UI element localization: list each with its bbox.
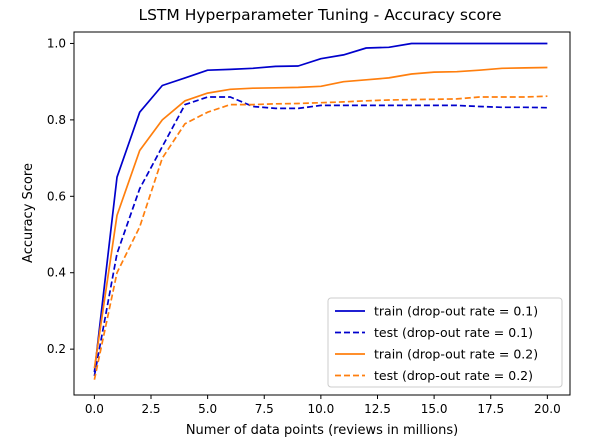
chart-title: LSTM Hyperparameter Tuning - Accuracy sc… [138,6,501,24]
y-tick-label: 0.4 [47,266,66,280]
x-tick-label: 7.5 [255,402,274,416]
legend-box [327,297,563,388]
x-tick-label: 17.5 [477,402,504,416]
legend-label-1: test (drop-out rate = 0.1) [374,325,533,340]
x-tick-label: 2.5 [141,402,160,416]
x-tick-label: 0.0 [85,402,104,416]
legend: train (drop-out rate = 0.1) test (drop-ou… [327,297,563,388]
x-tick-label: 5.0 [198,402,217,416]
legend-label-0: train (drop-out rate = 0.1) [374,304,538,319]
y-tick-label: 0.2 [47,342,66,356]
series-line-3 [93,95,548,380]
x-tick-label: 10.0 [308,402,335,416]
series-line-1 [93,96,548,377]
x-axis-label: Numer of data points (reviews in million… [186,423,458,438]
y-tick-label: 0.6 [47,189,66,203]
y-axis-label: Accuracy Score [21,163,36,263]
series-layer [93,42,548,380]
x-tick-label: 20.0 [534,402,561,416]
y-tick-label: 1.0 [47,36,66,50]
x-axis: 0.0 2.5 5.0 7.5 10.0 12.5 15.0 17.5 20.0 [85,395,561,416]
plot-frame [73,31,571,396]
series-line-0 [93,42,548,373]
x-tick-label: 12.5 [364,402,391,416]
y-axis: 0.2 0.4 0.6 0.8 1.0 [47,36,74,356]
series-line-2 [93,66,548,369]
legend-label-3: test (drop-out rate = 0.2) [374,368,533,383]
legend-label-2: train (drop-out rate = 0.2) [374,347,538,362]
x-tick-label: 15.0 [421,402,448,416]
y-tick-label: 0.8 [47,113,66,127]
